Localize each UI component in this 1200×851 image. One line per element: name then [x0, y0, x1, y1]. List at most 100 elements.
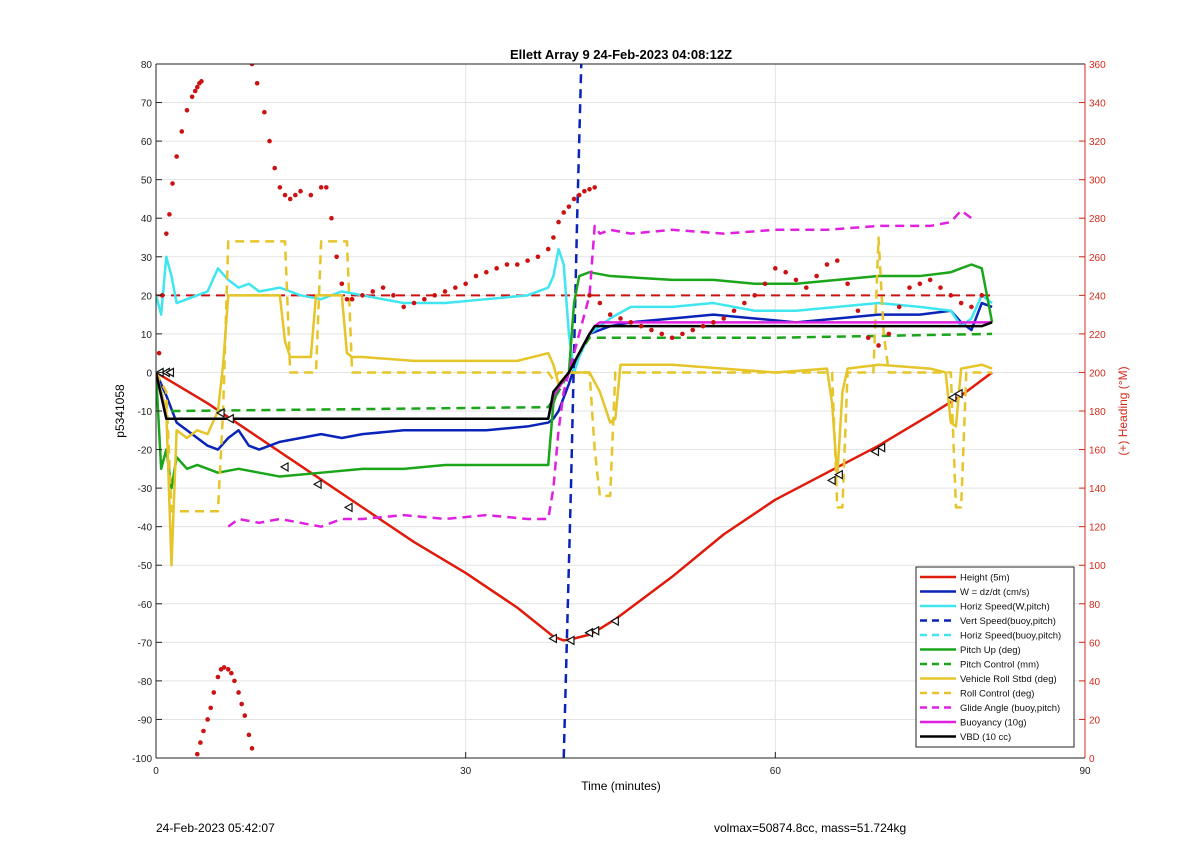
y-tick-label-left: 50: [141, 176, 153, 187]
heading-point: [865, 335, 871, 341]
heading-point: [242, 713, 248, 718]
y-tick-label-right: 160: [1089, 446, 1106, 457]
heading-point: [896, 304, 902, 310]
y-tick-label-right: 360: [1089, 60, 1106, 71]
heading-point: [814, 273, 819, 279]
y-tick-label-right: 100: [1089, 561, 1106, 572]
heading-point: [551, 235, 556, 240]
heading-point: [494, 266, 499, 271]
legend: Height (5m) W = dz/dt (cm/s) Horiz Speed(W…: [915, 566, 1075, 748]
heading-point: [453, 285, 458, 290]
x-tick-label: 60: [770, 766, 782, 777]
legend-label-1: W = dz/dt (cm/s): [960, 587, 1029, 598]
y-tick-label-left: -30: [138, 484, 153, 495]
heading-point: [194, 751, 200, 757]
heading-point: [287, 196, 293, 202]
heading-point: [855, 308, 861, 314]
x-tick-label: 30: [460, 766, 472, 777]
height-marker: [610, 616, 619, 627]
height-marker: [953, 388, 963, 399]
heading-point: [659, 331, 665, 337]
y-tick-label-right: 180: [1089, 407, 1106, 418]
height-marker: [590, 625, 600, 636]
y-tick-label-right: 40: [1089, 677, 1101, 688]
heading-point: [711, 320, 716, 325]
y-tick-label-left: -80: [138, 677, 153, 688]
heading-point: [607, 312, 613, 317]
heading-point: [804, 285, 809, 290]
legend-label-8: Roll Control (deg): [960, 689, 1034, 700]
heading-point: [742, 300, 747, 306]
heading-point: [344, 296, 350, 302]
heading-point: [793, 277, 799, 283]
heading-point: [329, 215, 334, 221]
y-tick-label-left: -60: [138, 600, 153, 611]
y-tick-label-right: 80: [1089, 600, 1101, 611]
heading-point: [249, 746, 255, 751]
y-tick-label-right: 20: [1089, 715, 1101, 726]
heading-point: [700, 323, 706, 329]
heading-point: [201, 728, 206, 734]
heading-point: [773, 266, 778, 271]
heading-point: [179, 129, 185, 134]
heading-point: [272, 165, 278, 171]
legend-label-11: VBD (10 cc): [960, 732, 1011, 743]
heading-point: [545, 246, 551, 252]
heading-point: [917, 281, 923, 287]
heading-point: [192, 88, 198, 94]
heading-point: [211, 690, 217, 695]
heading-point: [638, 323, 644, 329]
legend-label-2: Horiz Speed(W,pitch): [960, 602, 1050, 613]
heading-point: [979, 293, 985, 298]
heading-point: [783, 269, 788, 275]
heading-point: [199, 79, 204, 84]
heading-point: [948, 293, 954, 298]
footer-vehicle-info: volmax=50874.8cc, mass=51.724kg: [714, 821, 907, 835]
heading-point: [463, 281, 468, 287]
heading-point: [225, 667, 231, 672]
heading-point: [731, 308, 737, 314]
height-marker: [565, 635, 575, 646]
height-marker: [548, 633, 558, 644]
heading-point: [958, 300, 964, 306]
heading-point: [535, 254, 541, 260]
heading-point: [360, 293, 365, 298]
y-tick-label-left: 40: [141, 214, 153, 225]
heading-point: [324, 185, 329, 190]
y-tick-label-left: 70: [141, 99, 153, 110]
series-line-1: [156, 301, 993, 451]
legend-label-3: Vert Speed(buoy,pitch): [960, 616, 1056, 627]
series-line-11: [156, 321, 993, 420]
heading-point: [556, 219, 561, 225]
height-marker: [312, 479, 322, 490]
heading-point: [249, 64, 255, 67]
heading-point: [582, 188, 587, 194]
heading-point: [189, 94, 195, 100]
heading-point: [221, 665, 227, 670]
height-marker: [215, 407, 225, 418]
heading-point: [298, 188, 303, 194]
heading-point: [370, 289, 376, 294]
height-marker: [834, 469, 843, 480]
heading-point: [349, 296, 355, 302]
x-tick-label: 90: [1079, 766, 1091, 777]
heading-point: [159, 293, 165, 298]
heading-point: [262, 109, 267, 115]
y-tick-label-right: 240: [1089, 291, 1106, 302]
height-marker: [870, 446, 880, 457]
y-tick-label-left: -20: [138, 446, 153, 457]
y-tick-label-left: -10: [138, 407, 153, 418]
legend-box: [915, 566, 1075, 748]
heading-point: [752, 293, 757, 298]
chart-title: Ellett Array 9 24-Feb-2023 04:08:12Z: [510, 47, 732, 62]
heading-point: [184, 107, 190, 113]
heading-point: [669, 335, 675, 341]
heading-point: [164, 231, 169, 236]
heading-point: [254, 80, 260, 86]
height-marker: [826, 475, 836, 486]
footer-timestamp: 24-Feb-2023 05:42:07: [156, 821, 275, 835]
height-marker: [947, 392, 957, 403]
y-tick-label-left: -40: [138, 523, 153, 534]
y-tick-label-left: -90: [138, 715, 153, 726]
